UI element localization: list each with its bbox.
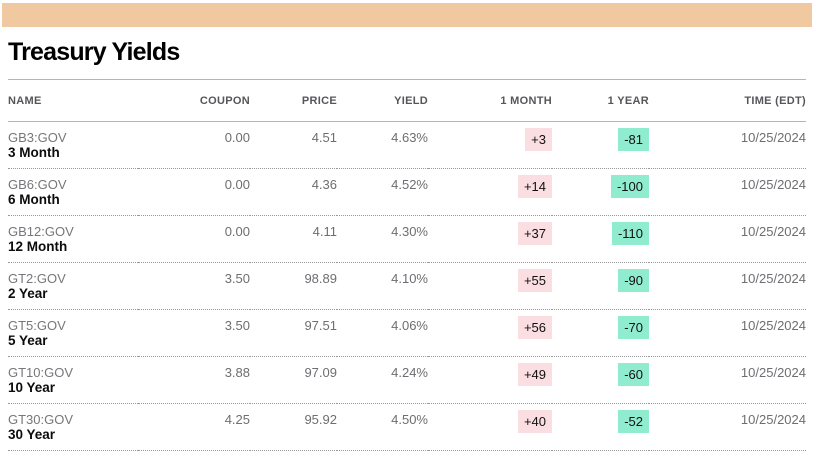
one-year-change-badge: -100 [610,175,649,198]
name-cell: GB3:GOV 3 Month [8,122,138,169]
security-name[interactable]: 3 Month [8,145,60,160]
name-cell: GB12:GOV 12 Month [8,216,138,263]
table-row: GB12:GOV 12 Month 0.00 4.11 4.30% +37 -1… [8,216,806,263]
one-year-change-badge: -60 [618,363,649,386]
yield-cell: 4.63% [391,130,428,145]
one-month-change-badge: +3 [525,128,552,151]
one-year-change-badge: -90 [618,269,649,292]
coupon-cell: 3.50 [224,318,250,333]
one-month-cell: +49 [428,357,552,404]
column-header-yield: YIELD [394,95,428,107]
one-year-cell: -90 [552,263,649,310]
name-cell: GT30:GOV 30 Year [8,404,138,451]
security-name[interactable]: 30 Year [8,427,56,442]
one-year-cell: -60 [552,357,649,404]
time-cell: 10/25/2024 [740,271,806,286]
price-cell: 97.51 [304,318,337,333]
security-ticker[interactable]: GB12:GOV [8,224,74,239]
time-cell: 10/25/2024 [740,412,806,427]
table-row: GB3:GOV 3 Month 0.00 4.51 4.63% +3 -81 1… [8,122,806,169]
one-month-change-badge: +49 [517,363,552,386]
price-cell: 4.36 [311,177,337,192]
coupon-cell: 3.50 [224,271,250,286]
one-year-cell: -100 [552,169,649,216]
security-ticker[interactable]: GT10:GOV [8,365,74,380]
one-month-change-badge: +40 [517,410,552,433]
coupon-cell: 0.00 [224,177,250,192]
table-header-row: NAME COUPON PRICE YIELD 1 MONTH 1 YEAR TIME (E… [8,79,806,122]
time-cell: 10/25/2024 [740,177,806,192]
coupon-cell: 0.00 [224,224,250,239]
yield-cell: 4.24% [391,365,428,380]
name-cell: GB6:GOV 6 Month [8,169,138,216]
yield-cell: 4.10% [391,271,428,286]
one-year-change-badge: -81 [618,128,649,151]
table-row: GT2:GOV 2 Year 3.50 98.89 4.10% +55 -90 … [8,263,806,310]
one-month-change-badge: +56 [517,316,552,339]
column-header-coupon: COUPON [199,95,250,107]
one-year-change-badge: -110 [611,222,649,245]
security-name[interactable]: 10 Year [8,380,56,395]
one-month-cell: +40 [428,404,552,451]
one-year-change-badge: -52 [618,410,649,433]
page-title: Treasury Yields [8,38,180,66]
one-month-cell: +55 [428,263,552,310]
coupon-cell: 3.88 [224,365,250,380]
coupon-cell: 0.00 [224,130,250,145]
security-ticker[interactable]: GT2:GOV [8,271,66,286]
column-header-name: NAME [8,95,42,107]
column-header-1-month: 1 MONTH [500,95,552,107]
table-row: GT5:GOV 5 Year 3.50 97.51 4.06% +56 -70 … [8,310,806,357]
dotted-banner [2,3,812,27]
one-month-cell: +3 [428,122,552,169]
yield-cell: 4.50% [391,412,428,427]
table-row: GT10:GOV 10 Year 3.88 97.09 4.24% +49 -6… [8,357,806,404]
one-year-cell: -52 [552,404,649,451]
one-year-change-badge: -70 [618,316,649,339]
time-cell: 10/25/2024 [740,224,806,239]
security-ticker[interactable]: GB6:GOV [8,177,67,192]
security-name[interactable]: 5 Year [8,333,48,348]
one-month-cell: +56 [428,310,552,357]
time-cell: 10/25/2024 [740,130,806,145]
security-name[interactable]: 6 Month [8,192,60,207]
name-cell: GT10:GOV 10 Year [8,357,138,404]
yield-cell: 4.52% [391,177,428,192]
price-cell: 4.11 [312,224,337,239]
security-ticker[interactable]: GT5:GOV [8,318,66,333]
treasury-yields-table: NAME COUPON PRICE YIELD 1 MONTH 1 YEAR TIME (E… [8,79,806,451]
one-year-cell: -81 [552,122,649,169]
price-cell: 95.92 [304,412,337,427]
yield-cell: 4.06% [391,318,428,333]
price-cell: 98.89 [304,271,337,286]
yield-cell: 4.30% [391,224,428,239]
price-cell: 97.09 [304,365,337,380]
table-row: GT30:GOV 30 Year 4.25 95.92 4.50% +40 -5… [8,404,806,451]
one-month-change-badge: +14 [517,175,552,198]
one-month-change-badge: +55 [517,269,552,292]
security-name[interactable]: 12 Month [8,239,68,254]
time-cell: 10/25/2024 [740,365,806,380]
one-year-cell: -70 [552,310,649,357]
column-header-price: PRICE [301,95,337,107]
one-month-change-badge: +37 [517,222,552,245]
treasury-yields-page: Treasury Yields NAME COUPON PRICE YIELD 1 MO… [0,3,814,453]
price-cell: 4.51 [311,130,337,145]
security-ticker[interactable]: GT30:GOV [8,412,74,427]
coupon-cell: 4.25 [224,412,250,427]
name-cell: GT2:GOV 2 Year [8,263,138,310]
security-name[interactable]: 2 Year [8,286,48,301]
security-ticker[interactable]: GB3:GOV [8,130,67,145]
one-month-cell: +37 [428,216,552,263]
time-cell: 10/25/2024 [740,318,806,333]
table-row: GB6:GOV 6 Month 0.00 4.36 4.52% +14 -100… [8,169,806,216]
one-month-cell: +14 [428,169,552,216]
column-header-time-edt: TIME (EDT) [744,95,806,107]
one-year-cell: -110 [552,216,649,263]
name-cell: GT5:GOV 5 Year [8,310,138,357]
column-header-1-year: 1 YEAR [607,95,649,107]
